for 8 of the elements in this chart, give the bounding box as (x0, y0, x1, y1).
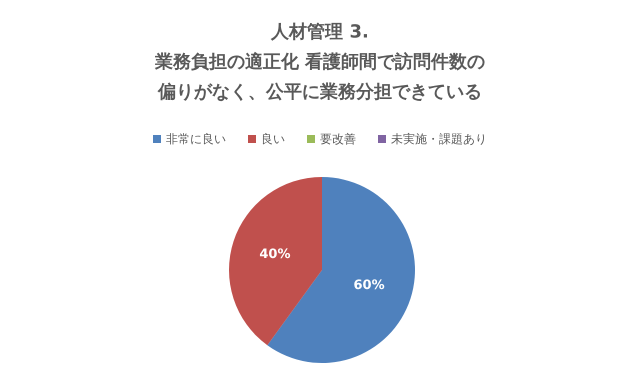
legend-label: 要改善 (320, 132, 356, 146)
chart-title: 人材管理 3. (270, 22, 369, 42)
legend-label: 良い (261, 132, 285, 146)
legend-label: 未実施・課題あり (391, 132, 487, 146)
chart-subtitle: 業務負担の適正化 看護師間で訪問件数の偏りがなく、公平に業務分担できている (154, 52, 486, 102)
data-label: 40% (259, 247, 290, 262)
legend-label: 非常に良い (166, 132, 226, 146)
data-label: 60% (354, 278, 385, 293)
